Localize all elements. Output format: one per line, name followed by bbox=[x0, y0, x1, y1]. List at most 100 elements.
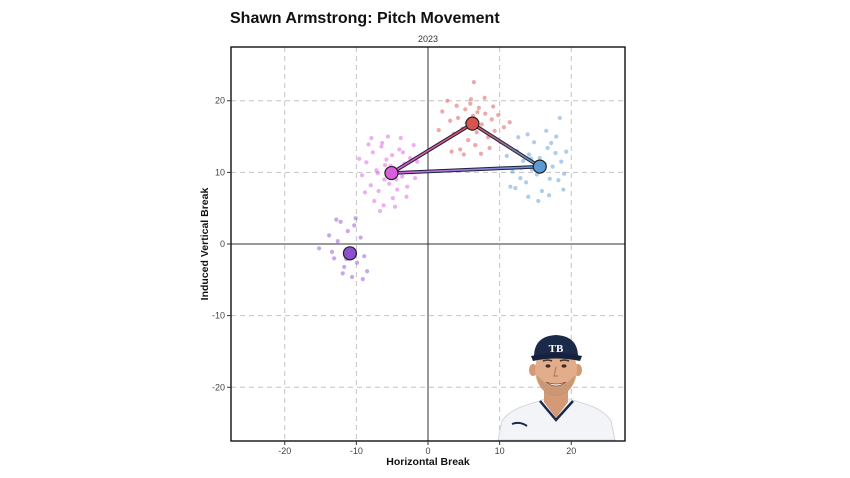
pitch-point bbox=[473, 143, 478, 148]
pitch-average-marker bbox=[384, 165, 399, 181]
pitch-point bbox=[404, 194, 409, 199]
pitch-point bbox=[349, 274, 355, 280]
pitch-point bbox=[458, 147, 463, 152]
pitch-point bbox=[364, 160, 369, 165]
pitch-point bbox=[448, 118, 453, 123]
pitch-point bbox=[329, 249, 335, 254]
chart-title: Shawn Armstrong: Pitch Movement bbox=[230, 10, 500, 27]
pitch-point bbox=[338, 219, 343, 224]
pitch-point bbox=[489, 117, 494, 122]
pitch-point bbox=[377, 208, 383, 214]
x-tick-label: -20 bbox=[278, 446, 291, 456]
pitch-point bbox=[376, 188, 381, 194]
pitch-point bbox=[372, 198, 377, 204]
pitch-point bbox=[546, 193, 552, 198]
pitch-point bbox=[390, 153, 395, 158]
y-axis-label: Induced Vertical Break bbox=[199, 188, 211, 301]
pitch-point bbox=[354, 260, 360, 265]
pitch-point bbox=[521, 158, 526, 164]
pitch-point bbox=[400, 150, 406, 155]
pitch-point bbox=[539, 188, 545, 194]
pitch-point bbox=[385, 134, 390, 139]
pitch-point bbox=[475, 110, 480, 115]
pitch-point bbox=[471, 80, 476, 85]
pitch-point bbox=[531, 140, 537, 145]
pitch-point bbox=[390, 196, 395, 201]
pitch-point bbox=[362, 190, 368, 195]
pitch-point bbox=[379, 144, 384, 149]
pitch-points bbox=[317, 80, 569, 282]
pitch-point bbox=[405, 184, 410, 189]
pitch-point bbox=[482, 95, 487, 100]
pitch-point bbox=[561, 187, 566, 192]
player-headshot-image: TB bbox=[497, 335, 616, 441]
pitch-point bbox=[382, 177, 387, 182]
pitch-point bbox=[384, 157, 389, 162]
connection-line-fill bbox=[471, 122, 541, 168]
pitch-point bbox=[547, 176, 552, 181]
pitch-point bbox=[545, 145, 550, 151]
y-tick-label: 0 bbox=[220, 239, 225, 249]
pitch-point bbox=[516, 135, 521, 140]
pitch-point bbox=[454, 103, 459, 108]
zero-axes bbox=[231, 47, 625, 441]
pitch-point bbox=[387, 181, 392, 186]
pitch-point bbox=[550, 164, 555, 169]
pitch-point bbox=[492, 128, 497, 133]
pitch-point bbox=[513, 186, 518, 191]
pitch-point bbox=[380, 140, 385, 146]
pitch-point bbox=[398, 135, 403, 141]
pitch-point bbox=[395, 187, 400, 192]
pitch-point bbox=[504, 153, 509, 158]
pitch-point bbox=[400, 174, 405, 179]
pitch-point bbox=[370, 150, 375, 155]
pitch-point bbox=[353, 216, 358, 221]
pitch-point bbox=[496, 112, 501, 118]
pitch-average-marker bbox=[532, 159, 547, 174]
pitch-average-marker bbox=[465, 116, 480, 131]
pitch-point bbox=[381, 203, 386, 208]
pitch-average-marker bbox=[342, 246, 358, 261]
pitch-point bbox=[544, 128, 549, 133]
pitch-point bbox=[524, 180, 529, 185]
tick-labels: -20 -10 0 10 20 -20 -10 0 10 20 bbox=[212, 96, 576, 456]
pitch-point bbox=[525, 132, 530, 137]
y-tick-label: -10 bbox=[212, 311, 225, 321]
pitch-point bbox=[357, 156, 362, 161]
pitch-point bbox=[468, 97, 474, 102]
pitch-point bbox=[562, 171, 567, 176]
connection-line-fill bbox=[390, 122, 474, 174]
pitch-point bbox=[359, 173, 365, 178]
pitch-point bbox=[340, 271, 345, 276]
pitch-point bbox=[369, 135, 374, 141]
pitch-point bbox=[365, 269, 370, 274]
pitch-point bbox=[335, 239, 340, 244]
chart-subtitle: 2023 bbox=[418, 34, 438, 44]
connection-line-fill bbox=[390, 165, 541, 174]
pitch-point bbox=[556, 178, 561, 183]
pitch-point bbox=[342, 264, 347, 270]
pitch-point bbox=[557, 115, 562, 121]
pitch-point bbox=[536, 198, 541, 204]
pitch-point bbox=[360, 277, 365, 282]
pitch-point bbox=[526, 152, 532, 157]
pitch-point bbox=[332, 256, 337, 261]
x-tick-label: 10 bbox=[495, 446, 505, 456]
pitch-point bbox=[478, 151, 484, 156]
x-tick-label: 20 bbox=[566, 446, 576, 456]
pitch-point bbox=[327, 233, 332, 238]
pitch-point bbox=[392, 204, 398, 209]
pitch-point bbox=[554, 134, 559, 139]
pitch-point bbox=[507, 120, 512, 125]
pitch-point bbox=[553, 150, 558, 156]
svg-text:TB: TB bbox=[549, 343, 564, 355]
pitch-point bbox=[368, 183, 373, 188]
pitch-point bbox=[559, 159, 564, 164]
pitch-point bbox=[345, 229, 350, 234]
pitch-point bbox=[479, 122, 484, 127]
y-tick-label: 10 bbox=[215, 167, 225, 177]
y-tick-label: -20 bbox=[212, 382, 225, 392]
pitch-point bbox=[466, 138, 471, 143]
pitch-point bbox=[382, 163, 388, 168]
